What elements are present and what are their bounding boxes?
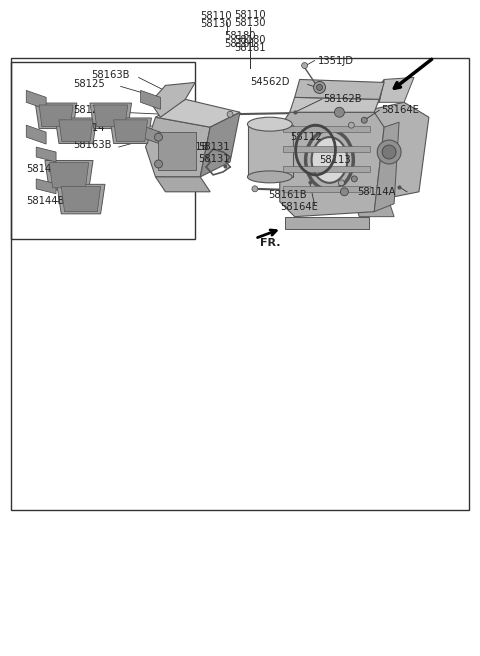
Text: 58144B: 58144B <box>26 195 65 206</box>
Polygon shape <box>349 102 429 202</box>
Text: 58164E: 58164E <box>381 105 419 115</box>
Polygon shape <box>200 112 240 177</box>
Polygon shape <box>36 103 77 129</box>
Circle shape <box>301 62 308 68</box>
Text: 58181: 58181 <box>234 43 266 52</box>
Text: 58180: 58180 <box>224 31 255 41</box>
Circle shape <box>377 140 401 164</box>
Polygon shape <box>349 79 384 112</box>
Circle shape <box>316 85 323 91</box>
Polygon shape <box>26 125 46 144</box>
Polygon shape <box>26 91 46 110</box>
Text: 58110: 58110 <box>200 10 232 21</box>
Bar <box>283 146 370 152</box>
Circle shape <box>313 81 325 93</box>
Text: 58130: 58130 <box>200 19 232 29</box>
Polygon shape <box>141 125 160 144</box>
Polygon shape <box>379 77 414 102</box>
Polygon shape <box>61 186 101 212</box>
Text: 58112: 58112 <box>290 132 322 142</box>
Polygon shape <box>45 161 93 190</box>
Polygon shape <box>374 122 399 212</box>
Polygon shape <box>39 105 73 127</box>
Polygon shape <box>57 184 105 214</box>
Polygon shape <box>290 97 379 112</box>
Polygon shape <box>145 117 210 177</box>
Circle shape <box>252 186 258 192</box>
Text: 54562D: 54562D <box>250 77 290 87</box>
Text: 58125: 58125 <box>73 79 105 89</box>
Polygon shape <box>114 120 148 142</box>
Text: 58130: 58130 <box>234 18 266 28</box>
Text: 58181: 58181 <box>224 39 256 49</box>
Polygon shape <box>354 202 394 216</box>
Polygon shape <box>110 118 151 144</box>
Polygon shape <box>156 177 210 192</box>
Circle shape <box>155 160 162 168</box>
Text: 58314: 58314 <box>73 123 105 133</box>
Polygon shape <box>55 118 97 144</box>
Text: 1351JD: 1351JD <box>318 56 354 66</box>
Text: 58162B: 58162B <box>324 94 362 104</box>
Polygon shape <box>151 83 195 117</box>
Polygon shape <box>36 179 56 194</box>
Polygon shape <box>280 112 384 216</box>
Text: 58113: 58113 <box>320 155 351 165</box>
Polygon shape <box>90 103 132 129</box>
Circle shape <box>227 112 233 117</box>
Polygon shape <box>156 99 240 127</box>
Circle shape <box>155 133 162 141</box>
Ellipse shape <box>248 117 292 131</box>
Text: 58164E: 58164E <box>280 201 318 212</box>
Circle shape <box>338 180 344 186</box>
Circle shape <box>382 145 396 159</box>
Text: FR.: FR. <box>260 239 280 249</box>
Text: 58131: 58131 <box>198 142 230 152</box>
Circle shape <box>340 188 348 195</box>
Bar <box>283 126 370 132</box>
Text: 58180: 58180 <box>234 35 266 45</box>
Polygon shape <box>59 120 93 142</box>
Circle shape <box>351 176 357 182</box>
Bar <box>12 58 468 510</box>
Bar <box>12 62 195 239</box>
Polygon shape <box>94 105 128 127</box>
Text: 58120: 58120 <box>73 105 105 115</box>
Bar <box>248 125 293 177</box>
Text: 58163B: 58163B <box>73 140 111 150</box>
Circle shape <box>361 117 367 123</box>
Text: 58114A: 58114A <box>357 187 396 197</box>
Bar <box>283 186 370 192</box>
Text: 58144B: 58144B <box>26 164 65 174</box>
Circle shape <box>335 108 344 117</box>
Polygon shape <box>141 91 160 110</box>
Text: 58110: 58110 <box>234 10 266 20</box>
Text: 58163B: 58163B <box>91 70 130 81</box>
Text: 58101B: 58101B <box>170 142 209 152</box>
Circle shape <box>348 122 354 128</box>
Polygon shape <box>36 147 56 162</box>
Bar <box>158 132 196 170</box>
Ellipse shape <box>312 137 348 183</box>
Polygon shape <box>295 79 384 99</box>
Polygon shape <box>49 163 89 188</box>
Polygon shape <box>285 216 369 228</box>
Bar <box>283 166 370 172</box>
Text: 58161B: 58161B <box>268 190 306 200</box>
Ellipse shape <box>248 171 292 183</box>
Text: 58131: 58131 <box>198 154 230 164</box>
